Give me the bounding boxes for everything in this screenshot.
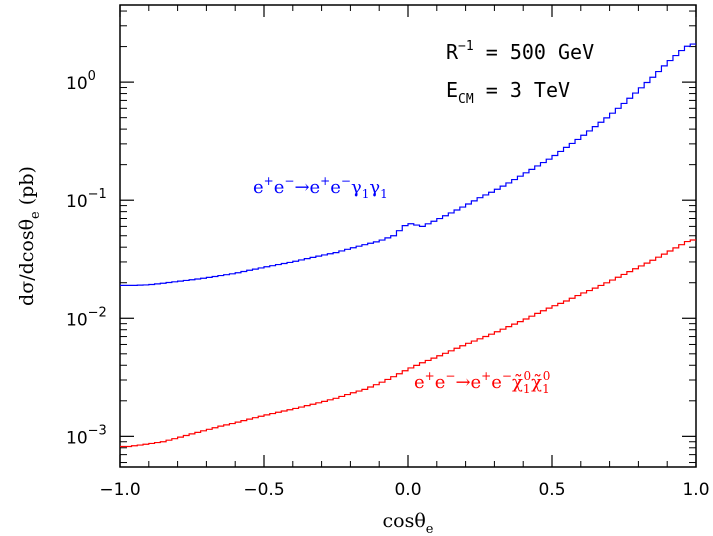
x-tick-label: 0.5 [538, 480, 565, 500]
x-tick-label: 1.0 [682, 480, 709, 500]
series-label-neutralino: e+e−→e+e−χ̃10χ̃10 [414, 369, 550, 396]
series-label-photon: e+e−→e+e−γ1γ1 [253, 174, 388, 201]
x-axis-label: cosθe [383, 510, 434, 536]
plot-frame [119, 4, 697, 468]
series-line-neutralino [120, 239, 696, 448]
tick-labels: −1.0 −0.5 0.0 0.5 1.0 10−3 10−2 10−1 100 [66, 69, 710, 500]
series-line-photon [120, 43, 696, 286]
ticks [119, 5, 697, 467]
y-tick-label: 10−2 [66, 305, 107, 330]
y-tick-label: 10−1 [66, 187, 107, 212]
series [120, 43, 696, 448]
annotation-e-cm: ECM = 3 TeV [446, 78, 570, 107]
annotation-r-inverse: R−1 = 500 GeV [446, 39, 594, 64]
x-tick-label: 0.0 [394, 480, 421, 500]
x-tick-label: −1.0 [99, 480, 140, 500]
y-tick-label: 10−3 [66, 423, 107, 448]
x-tick-label: −0.5 [243, 480, 284, 500]
y-tick-label: 100 [66, 69, 96, 94]
y-axis-label: dσ/dcosθe (pb) [16, 166, 43, 306]
